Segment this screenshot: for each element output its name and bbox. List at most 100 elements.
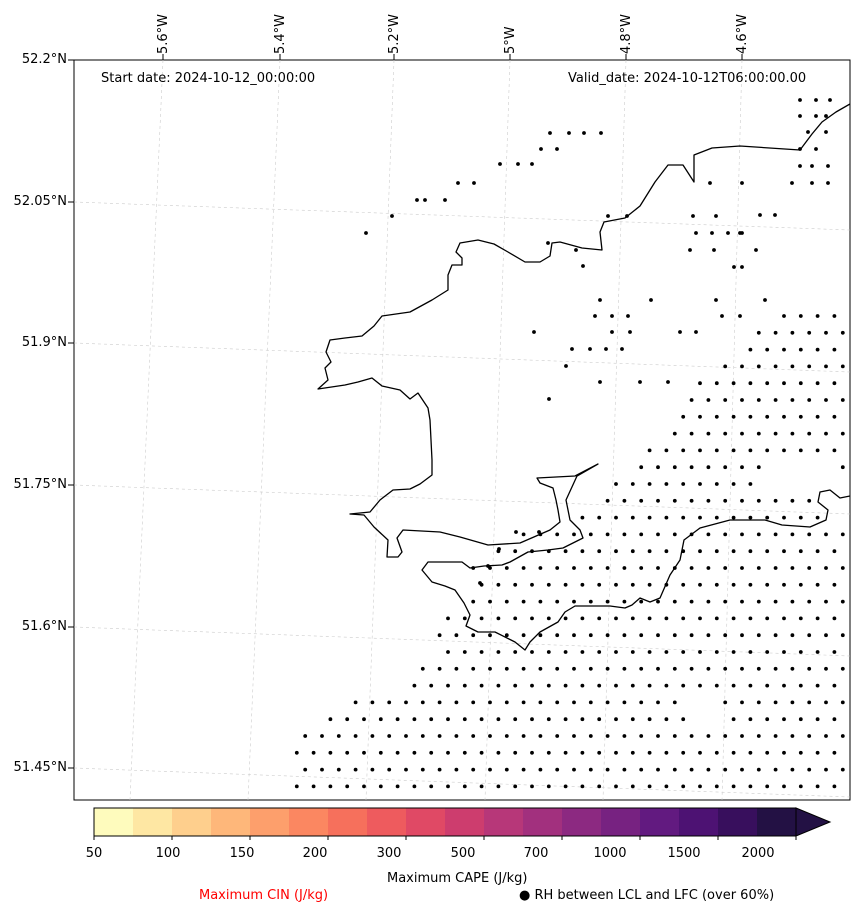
- rh-dot: [672, 666, 677, 671]
- lat-label-51.45n: 51.45°N: [13, 760, 67, 775]
- rh-dot: [798, 717, 803, 722]
- cb-segment: [718, 808, 758, 836]
- rh-dot: [740, 734, 744, 738]
- rh-dot: [840, 700, 845, 705]
- rh-dot: [824, 114, 828, 118]
- rh-dot: [664, 683, 669, 688]
- rh-dot: [572, 599, 576, 604]
- rh-legend-label: RH between LCL and LFC (over 60%): [534, 888, 775, 903]
- rh-dot: [593, 314, 597, 318]
- rh-dot: [656, 666, 660, 671]
- rh-dot: [832, 717, 837, 722]
- rh-dot: [538, 633, 543, 638]
- rh-dot: [731, 549, 736, 554]
- rh-dot: [412, 750, 417, 755]
- rh-dot: [790, 181, 794, 185]
- rh-dot: [378, 750, 383, 755]
- rh-dot: [689, 767, 694, 772]
- rh-dot: [580, 616, 585, 621]
- rh-dot: [798, 582, 803, 587]
- rh-dot: [765, 582, 770, 587]
- rh-dot: [546, 683, 551, 688]
- rh-dot: [782, 750, 786, 755]
- rh-dot: [706, 734, 711, 738]
- rh-dot: [756, 532, 761, 537]
- rh-dot: [443, 198, 447, 202]
- rh-dot: [681, 683, 686, 688]
- lat-label-52.05n: 52.05°N: [13, 194, 67, 209]
- rh-dot: [694, 330, 698, 334]
- rh-dot: [689, 431, 694, 436]
- rh-dot: [647, 750, 652, 755]
- rh-dot: [446, 717, 450, 722]
- rh-dot: [345, 750, 350, 755]
- rh-dot: [567, 131, 571, 135]
- rh-dot: [754, 248, 758, 252]
- rh-dot: [546, 241, 550, 245]
- rh-dot: [714, 750, 719, 755]
- cb-segment: [601, 808, 641, 836]
- rh-dot: [630, 717, 635, 722]
- rh-dot: [748, 381, 753, 386]
- rh-dot: [698, 549, 702, 554]
- rh-dot: [656, 566, 660, 570]
- rh-dot: [597, 784, 602, 789]
- rh-dot: [798, 98, 802, 102]
- rh-dot: [513, 784, 518, 789]
- rh-dot: [370, 767, 375, 772]
- rh-dot: [790, 633, 795, 638]
- rh-dot: [740, 364, 744, 369]
- rh-dot: [698, 414, 702, 419]
- rh-dot: [748, 784, 753, 789]
- rh-dot: [681, 582, 686, 587]
- rh-dot: [664, 448, 669, 453]
- rh-dot: [462, 750, 467, 755]
- rh-dot: [840, 666, 845, 671]
- rh-dot: [598, 380, 602, 384]
- rh-dot: [782, 314, 786, 318]
- rh-dot: [588, 633, 593, 638]
- rh-dot: [763, 298, 767, 302]
- rh-dot: [748, 515, 753, 520]
- rh-dot: [530, 162, 534, 166]
- rh-dot: [714, 214, 718, 218]
- rh-dot: [588, 599, 593, 604]
- rh-dot: [563, 683, 568, 688]
- rh-dot: [572, 734, 576, 738]
- rh-dot: [345, 717, 350, 722]
- rh-dot: [303, 734, 308, 738]
- rh-dot: [698, 582, 702, 587]
- coastline-north-pembrokeshire: [317, 103, 850, 651]
- rh-dot: [580, 582, 585, 587]
- rh-dot: [832, 582, 837, 587]
- rh-dot: [726, 231, 730, 235]
- rh-dot: [597, 650, 602, 654]
- rh-dot: [714, 414, 719, 419]
- rh-dot: [599, 131, 603, 135]
- rh-dot: [530, 650, 534, 654]
- cape-colorbar: [93, 807, 832, 840]
- rh-dot: [748, 549, 753, 554]
- rh-dot: [782, 414, 786, 419]
- rh-dot: [815, 717, 820, 722]
- rh-dot: [530, 784, 534, 789]
- rh-dot: [555, 147, 559, 151]
- rh-dot: [756, 666, 761, 671]
- rh-dot: [390, 214, 394, 218]
- rh-dot: [738, 314, 742, 318]
- lon-label-5w: 5°W: [503, 26, 518, 54]
- rh-dot: [429, 784, 434, 789]
- rh-dot: [420, 767, 425, 772]
- rh-dot: [353, 734, 358, 738]
- rh-dot: [815, 683, 820, 688]
- rh-dot: [740, 532, 744, 537]
- rh-dot: [748, 750, 753, 755]
- rh-dot: [605, 734, 610, 738]
- rh-dot: [765, 515, 770, 520]
- rh-dot: [622, 566, 627, 570]
- rh-dot: [672, 498, 677, 503]
- rh-dot: [773, 532, 778, 537]
- rh-dot: [532, 330, 536, 334]
- rh-dot: [345, 784, 350, 789]
